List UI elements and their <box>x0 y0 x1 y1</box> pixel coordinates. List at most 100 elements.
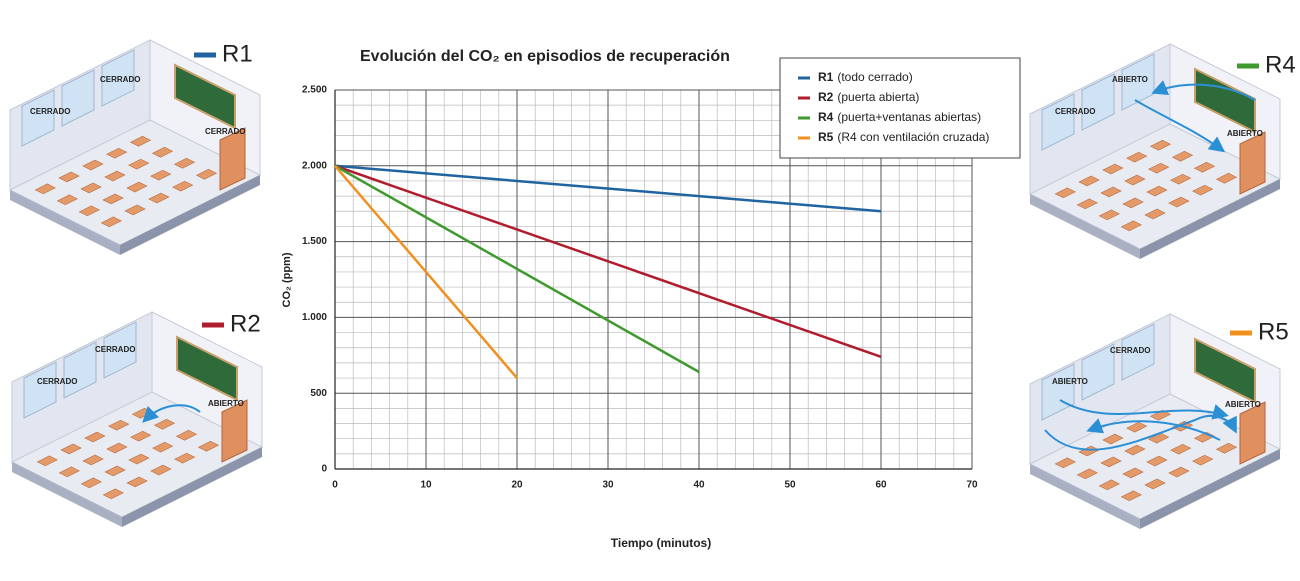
desk <box>1215 172 1238 184</box>
desk <box>106 442 128 454</box>
desk <box>1120 490 1142 502</box>
y-axis-label: CO₂ (ppm) <box>281 252 293 307</box>
desk <box>104 465 126 477</box>
series-line <box>334 164 700 374</box>
classroom-illustration: CERRADO CERRADO ABIERTO R2 <box>10 310 264 527</box>
desk <box>36 455 58 467</box>
desk <box>175 429 198 441</box>
desk <box>172 180 194 192</box>
airflow-arrow <box>1134 99 1226 153</box>
legend-entry: R2 (puerta abierta) <box>818 90 919 104</box>
room-tag: ABIERTO <box>1225 400 1261 409</box>
desk <box>58 466 80 478</box>
room-tag: ABIERTO <box>1052 377 1088 386</box>
desk <box>82 454 104 466</box>
legend-box <box>779 57 1021 159</box>
window <box>1121 323 1155 381</box>
desk <box>1078 175 1100 187</box>
desk <box>1148 162 1170 174</box>
desk <box>128 453 150 465</box>
desk <box>102 488 124 500</box>
x-tick-label: 30 <box>602 480 614 491</box>
window <box>1081 73 1115 131</box>
x-tick-label: 70 <box>966 480 978 491</box>
legend-name: R4 <box>818 110 834 124</box>
y-tick-label: 1.000 <box>302 312 327 323</box>
desk <box>1122 467 1144 479</box>
series-line <box>334 164 882 358</box>
desk <box>1102 433 1124 445</box>
desk <box>104 170 126 182</box>
room-label: R2 <box>230 310 261 337</box>
desk <box>1124 174 1146 186</box>
desk <box>1144 478 1166 490</box>
legend-entry: R1 (todo cerrado) <box>818 70 913 84</box>
desk <box>129 135 152 147</box>
room-tag: CERRADO <box>1055 107 1095 116</box>
window <box>1081 343 1115 401</box>
airflow-arrow <box>1151 80 1256 101</box>
desk <box>1146 455 1168 467</box>
door <box>1239 401 1266 465</box>
x-axis-label: Tiempo (minutos) <box>611 536 711 550</box>
room-label: R1 <box>222 40 253 67</box>
desk <box>174 452 196 464</box>
room-tag: CERRADO <box>1110 346 1150 355</box>
room-tag: CERRADO <box>95 345 135 354</box>
x-tick-label: 60 <box>875 480 887 491</box>
floor-front <box>122 447 262 527</box>
desk <box>80 182 102 194</box>
desk <box>56 194 78 206</box>
desk <box>1215 442 1238 454</box>
desk <box>1168 196 1190 208</box>
desk <box>60 443 82 455</box>
airflow-arrow <box>142 404 201 423</box>
legend-description: (puerta abierta) <box>837 90 919 104</box>
floor-front <box>1030 194 1140 259</box>
room-tag: ABIERTO <box>1227 129 1263 138</box>
series-line <box>334 164 518 379</box>
desk <box>195 168 218 180</box>
desk <box>106 147 128 159</box>
floor-front <box>1140 449 1280 529</box>
desk <box>1076 198 1098 210</box>
desk <box>152 441 174 453</box>
blackboard <box>174 63 236 130</box>
desk <box>151 146 174 158</box>
desk <box>78 205 100 217</box>
desk <box>1168 466 1190 478</box>
desk <box>34 183 56 195</box>
desk <box>197 440 220 452</box>
classroom-illustration: ABIERTO CERRADO ABIERTO R4 <box>1028 43 1296 259</box>
window <box>61 69 95 127</box>
desk <box>1122 197 1144 209</box>
desk <box>150 169 172 181</box>
legend-description: (puerta+ventanas abiertas) <box>837 110 981 124</box>
classroom-illustration: CERRADO CERRADO CERRADO R1 <box>8 39 262 255</box>
desk <box>82 159 104 171</box>
desk <box>1076 468 1098 480</box>
blackboard <box>176 335 238 402</box>
door <box>1239 131 1266 195</box>
window <box>103 321 137 379</box>
desk <box>1170 443 1192 455</box>
legend-entry: R5 (R4 con ventilación cruzada) <box>818 130 989 144</box>
y-tick-label: 500 <box>310 388 327 399</box>
desk <box>1126 151 1148 163</box>
door <box>219 127 246 191</box>
x-tick-label: 0 <box>332 480 338 491</box>
desk <box>130 430 152 442</box>
desk <box>1192 184 1214 196</box>
legend-name: R5 <box>818 130 834 144</box>
desk <box>80 477 102 489</box>
desk <box>84 431 106 443</box>
desk <box>126 181 148 193</box>
desk <box>150 464 172 476</box>
x-tick-label: 10 <box>420 480 432 491</box>
desk <box>1124 444 1146 456</box>
desk <box>1171 150 1194 162</box>
desk <box>1193 161 1216 173</box>
floor-front <box>1030 464 1140 529</box>
room-tag: CERRADO <box>100 75 140 84</box>
